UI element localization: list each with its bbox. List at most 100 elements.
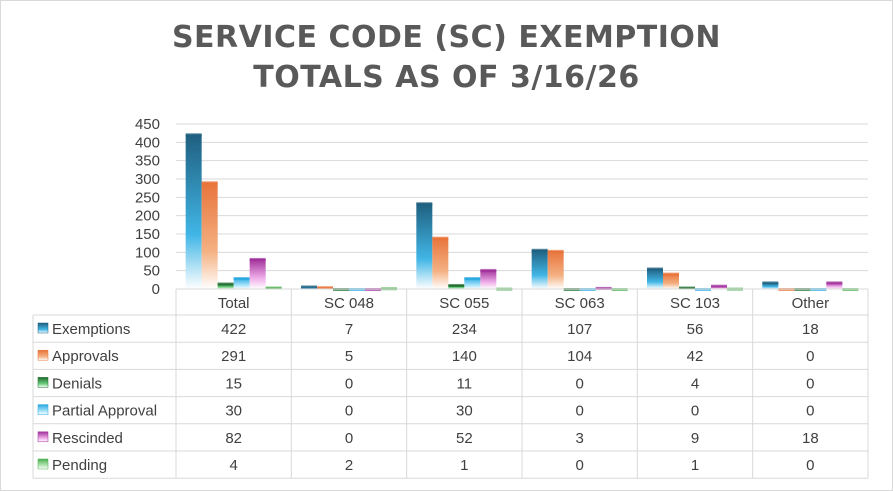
y-tick-label: 100 [135, 244, 160, 261]
bar-cap [480, 268, 497, 272]
table-cell: 0 [806, 348, 814, 365]
table-cell: 0 [806, 403, 814, 420]
table-cell: 3 [575, 430, 583, 447]
y-tick-label: 50 [143, 263, 160, 280]
y-tick-label: 400 [135, 134, 160, 151]
category-label: SC 048 [324, 295, 374, 312]
bar-exemptions [647, 268, 663, 289]
bar-cap [217, 282, 234, 286]
table-cell: 7 [345, 321, 353, 338]
legend-label: Partial Approval [52, 403, 157, 420]
bar-cap [647, 267, 663, 271]
table-cell: 1 [460, 457, 468, 474]
table-cell: 30 [225, 403, 242, 420]
table-cell: 422 [221, 321, 246, 338]
category-label: Other [792, 295, 830, 312]
table-cell: 5 [345, 348, 353, 365]
bar-cap [432, 236, 449, 240]
bar-cap [762, 281, 779, 285]
y-tick-label: 200 [135, 208, 160, 225]
bar-denials [448, 284, 465, 289]
bar-cap [826, 281, 843, 285]
bar-cap [464, 277, 481, 280]
bar-approvals [432, 237, 449, 289]
bar-denials [217, 283, 234, 289]
bar-cap [233, 277, 250, 280]
y-tick-label: 150 [135, 226, 160, 243]
table-cell: 140 [452, 348, 477, 365]
bar-rescinded [826, 282, 843, 289]
bar-cap [201, 181, 218, 185]
bar-partial-approval [233, 278, 250, 289]
table-cell: 1 [691, 457, 699, 474]
table-cell: 11 [457, 375, 473, 392]
legend-swatch [37, 431, 49, 443]
legend-swatch [37, 404, 49, 415]
legend-label: Rescinded [52, 430, 123, 447]
bar-rescinded [480, 269, 497, 289]
table-cell: 2 [345, 457, 353, 474]
table-cell: 0 [806, 457, 814, 474]
y-tick-label: 300 [135, 171, 160, 188]
bar-approvals [201, 182, 218, 289]
table-cell: 104 [567, 348, 592, 365]
table-cell: 30 [456, 403, 473, 420]
bar-cap [448, 283, 465, 287]
bar-cap [595, 286, 612, 290]
legend-swatch [37, 322, 49, 334]
category-label: Total [218, 295, 250, 312]
legend-label: Exemptions [52, 321, 130, 338]
bar-cap [317, 286, 333, 290]
table-cell: 9 [691, 430, 699, 447]
y-tick-label: 0 [152, 281, 160, 298]
bar-cap [185, 133, 202, 137]
legend-swatch [37, 458, 49, 470]
bar-cap [663, 272, 679, 276]
bar-cap [679, 286, 695, 290]
table-cell: 0 [345, 403, 353, 420]
table-cell: 4 [691, 375, 699, 392]
chart-title-line-1: SERVICE CODE (SC) EXEMPTION [171, 20, 722, 55]
table-cell: 52 [456, 430, 473, 447]
bar-cap [531, 248, 548, 252]
y-tick-label: 250 [135, 189, 160, 206]
bar-cap [711, 284, 727, 288]
legend-swatch [37, 349, 49, 361]
bar-rescinded [249, 258, 266, 289]
bar-approvals [663, 273, 679, 289]
bar-exemptions [762, 282, 779, 289]
table-cell: 0 [345, 375, 353, 392]
bar-cap [547, 249, 564, 253]
table-cell: 56 [687, 321, 704, 338]
bar-cap [416, 202, 433, 206]
y-tick-label: 350 [135, 153, 160, 170]
bar-cap [265, 286, 282, 290]
legend-swatch [37, 377, 49, 388]
bar-partial-approval [464, 278, 481, 289]
legend-label: Pending [52, 457, 107, 474]
table-cell: 0 [691, 403, 699, 420]
table-cell: 4 [229, 457, 237, 474]
table-cell: 42 [687, 348, 704, 365]
table-cell: 18 [802, 430, 819, 447]
category-label: SC 103 [670, 295, 720, 312]
legend-label: Approvals [52, 348, 119, 365]
legend-label: Denials [52, 375, 102, 392]
bar-cap [301, 285, 317, 289]
table-cell: 18 [802, 321, 819, 338]
chart-title-line-2: TOTALS AS OF 3/16/26 [253, 60, 640, 95]
table-cell: 0 [345, 430, 353, 447]
category-label: SC 055 [439, 295, 489, 312]
table-cell: 0 [575, 403, 583, 420]
bar-exemptions [531, 249, 548, 289]
table-cell: 291 [221, 348, 246, 365]
table-cell: 15 [225, 375, 242, 392]
table-cell: 0 [575, 457, 583, 474]
table-cell: 0 [806, 375, 814, 392]
table-cell: 0 [575, 375, 583, 392]
bar-cap [249, 257, 266, 261]
table-cell: 107 [567, 321, 592, 338]
table-cell: 234 [452, 321, 477, 338]
category-label: SC 063 [555, 295, 605, 312]
